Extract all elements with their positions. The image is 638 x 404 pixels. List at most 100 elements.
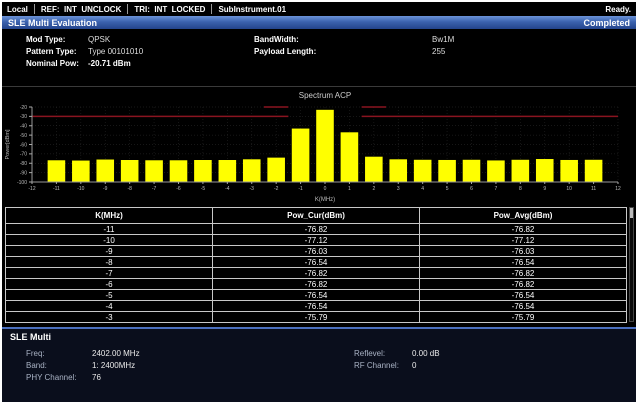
- y-tick-label: -60: [20, 142, 27, 148]
- field-row: Mod Type: QPSK: [26, 33, 143, 45]
- table-cell: -75.79: [212, 311, 420, 323]
- x-tick-label: -2: [274, 186, 279, 192]
- params-left-column: Mod Type: QPSK Pattern Type: Type 00101010 N…: [26, 33, 143, 69]
- table-row[interactable]: -8 -76.54 -76.54: [5, 256, 627, 268]
- x-tick-label: 3: [397, 186, 400, 192]
- table-cell: -75.79: [419, 311, 627, 323]
- table-cell: -76.03: [419, 245, 627, 257]
- table-row[interactable]: -6 -76.82 -76.82: [5, 278, 627, 290]
- y-tick-label: -20: [20, 105, 27, 111]
- table-cell: -76.82: [212, 267, 420, 279]
- spectrum-bar: [169, 160, 188, 182]
- field-label: Mod Type:: [26, 34, 66, 44]
- field-value: 1: 2400MHz: [92, 360, 136, 370]
- table-column-header: K(MHz): [5, 207, 213, 224]
- x-tick-label: -6: [176, 186, 181, 192]
- y-tick-label: -80: [20, 161, 27, 167]
- field-value: QPSK: [88, 34, 111, 44]
- spectrum-bar: [47, 160, 66, 182]
- table-row[interactable]: -11 -76.82 -76.82: [5, 223, 627, 235]
- status-segment: SubInstrument.01: [218, 4, 287, 14]
- table-row[interactable]: -10 -77.12 -77.12: [5, 234, 627, 246]
- table-cell: -76.54: [212, 256, 420, 268]
- table-cell: -76.54: [419, 256, 627, 268]
- field-label: Freq:: [26, 348, 45, 358]
- status-bar: Local REF: INT UNCLOCK TRI: INT LOCKED SubI…: [2, 2, 636, 16]
- x-tick-label: 12: [615, 186, 621, 192]
- x-tick-label: -5: [201, 186, 206, 192]
- x-tick-label: -9: [103, 186, 108, 192]
- status-ready: Ready.: [605, 4, 631, 14]
- spectrum-bar: [242, 159, 261, 182]
- table-cell: -77.12: [419, 234, 627, 246]
- spectrum-bar: [413, 159, 432, 182]
- table-row[interactable]: -5 -76.54 -76.54: [5, 289, 627, 301]
- field-row: PHY Channel: 76: [26, 371, 140, 383]
- table-row[interactable]: -7 -76.82 -76.82: [5, 267, 627, 279]
- spectrum-bar: [462, 159, 481, 182]
- spectrum-bar: [535, 159, 554, 182]
- spectrum-acp-chart: Spectrum ACP K(MHz) Power[dBm] -20 -30 -40 -50…: [2, 86, 636, 204]
- table-cell: -6: [5, 278, 213, 290]
- table-cell: -4: [5, 300, 213, 312]
- spectrum-bar: [584, 159, 603, 182]
- status-segment: TRI: INT LOCKED: [128, 4, 213, 14]
- field-value: 0.00 dB: [412, 348, 440, 358]
- table-row[interactable]: -3 -75.79 -75.79: [5, 311, 627, 323]
- table-scrollbar[interactable]: [629, 207, 634, 322]
- measurement-params: Mod Type: QPSK Pattern Type: Type 00101010 N…: [2, 29, 636, 86]
- x-tick-label: 10: [566, 186, 572, 192]
- x-tick-label: -8: [127, 186, 132, 192]
- field-row: Pattern Type: Type 00101010: [26, 45, 143, 57]
- x-tick-label: 11: [591, 186, 596, 192]
- status-segment: REF: INT UNCLOCK: [35, 4, 129, 14]
- y-tick-label: -30: [20, 114, 27, 120]
- field-row: Band: 1: 2400MHz: [26, 359, 140, 371]
- y-axis-label: Power[dBm]: [5, 129, 11, 159]
- y-tick-label: -50: [20, 133, 27, 139]
- spectrum-bar: [365, 156, 383, 182]
- x-tick-label: -4: [225, 186, 230, 192]
- spectrum-bar: [120, 160, 139, 182]
- table-head: K(MHz) Pow_Cur(dBm) Pow_Avg(dBm): [5, 207, 627, 224]
- table-cell: -77.12: [212, 234, 420, 246]
- table-cell: -7: [5, 267, 213, 279]
- x-tick-label: 7: [495, 186, 498, 192]
- status-segments: Local REF: INT UNCLOCK TRI: INT LOCKED SubI…: [7, 2, 292, 16]
- x-tick-label: -12: [28, 186, 35, 192]
- table-cell: -9: [5, 245, 213, 257]
- x-tick-label: -1: [298, 186, 303, 192]
- table-body: -11 -76.82 -76.82 -10 -77.12 -77.12 -9 -76.03 -7…: [5, 223, 627, 323]
- field-value: 0: [412, 360, 417, 370]
- spectrum-bar: [291, 128, 310, 182]
- x-tick-label: 9: [543, 186, 546, 192]
- spectrum-bar: [72, 160, 90, 182]
- spectrum-bar: [560, 159, 578, 182]
- page-title: SLE Multi Evaluation: [8, 17, 98, 28]
- table-cell: -76.82: [212, 278, 420, 290]
- spectrum-bar: [218, 160, 237, 182]
- spectrum-bar: [389, 159, 408, 182]
- acp-results-table: K(MHz) Pow_Cur(dBm) Pow_Avg(dBm) -11 -76.82-…: [5, 207, 627, 323]
- field-label: BandWidth:: [254, 34, 299, 44]
- field-label: Payload Length:: [254, 46, 317, 56]
- table-cell: -76.82: [212, 223, 420, 235]
- table-cell: -76.54: [419, 300, 627, 312]
- y-tick-label: -70: [20, 152, 27, 158]
- table-row[interactable]: -9 -76.03 -76.03: [5, 245, 627, 257]
- table-row[interactable]: -4 -76.54 -76.54: [5, 300, 627, 312]
- params-right-column: BandWidth: Bw1M Payload Length: 255: [254, 33, 454, 57]
- field-label: PHY Channel:: [26, 372, 77, 382]
- field-row: BandWidth: Bw1M: [254, 33, 454, 45]
- field-label: Nominal Pow:: [26, 58, 79, 68]
- field-label: Reflevel:: [354, 348, 386, 358]
- scrollbar-thumb[interactable]: [630, 208, 633, 218]
- table-cell: -10: [5, 234, 213, 246]
- x-tick-label: 0: [324, 186, 327, 192]
- x-tick-label: 1: [348, 186, 351, 192]
- field-value: Bw1M: [432, 34, 455, 44]
- field-row: Payload Length: 255: [254, 45, 454, 57]
- panel-title: SLE Multi: [10, 332, 51, 342]
- field-value: 76: [92, 372, 101, 382]
- spectrum-bar: [438, 159, 456, 182]
